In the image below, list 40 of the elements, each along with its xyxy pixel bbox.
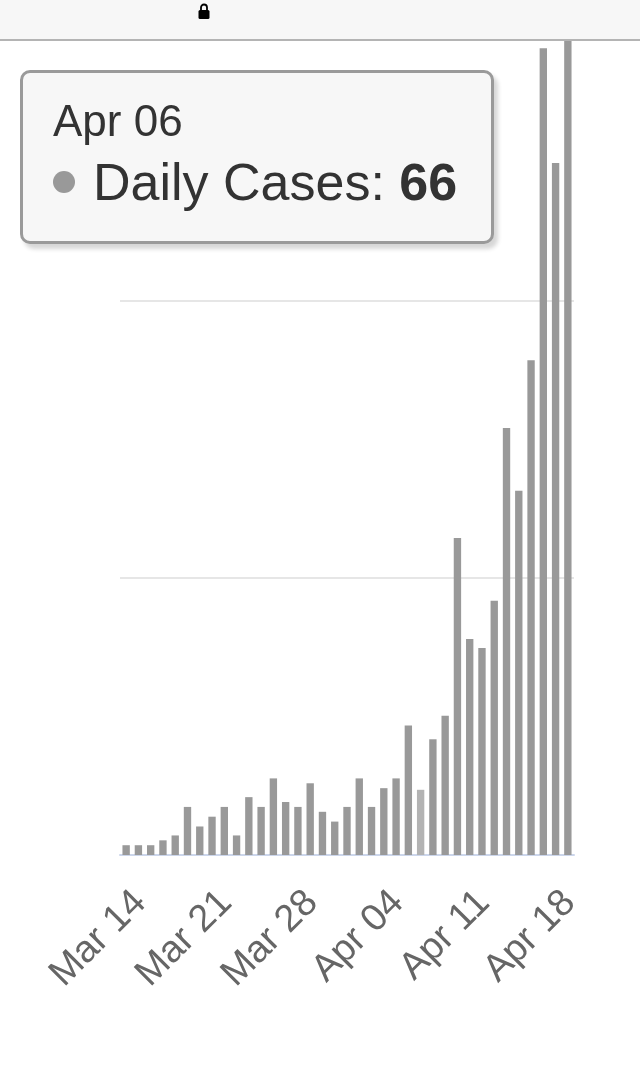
bar — [404, 725, 413, 855]
bar — [343, 806, 351, 855]
bar — [355, 778, 363, 855]
bar — [183, 806, 192, 855]
bar — [294, 806, 302, 855]
bar — [134, 845, 143, 855]
bar — [527, 360, 535, 855]
bar — [122, 845, 130, 855]
bar — [429, 739, 437, 855]
bar — [257, 806, 265, 855]
bar — [539, 48, 548, 855]
bar — [515, 490, 523, 855]
bar — [367, 806, 376, 855]
bar — [478, 647, 486, 855]
bar — [551, 163, 560, 855]
bar — [318, 811, 327, 855]
bar — [245, 797, 253, 855]
annotation: Daily Cases: 66 — [93, 152, 458, 213]
bar — [232, 835, 241, 855]
bar — [269, 778, 278, 855]
callout-box: Apr 06 Daily Cases: 66 — [20, 70, 495, 244]
bar — [466, 639, 474, 855]
bar — [490, 600, 498, 855]
bar — [453, 537, 462, 855]
bar — [281, 802, 290, 855]
bar — [564, 40, 572, 855]
bar — [306, 783, 314, 855]
bar — [159, 840, 167, 855]
bar — [171, 835, 179, 855]
bar — [331, 821, 339, 855]
annotation: Apr 06 — [53, 95, 184, 147]
bar — [441, 715, 449, 855]
bar — [220, 806, 228, 855]
bar — [416, 789, 425, 855]
bar — [196, 826, 204, 855]
bar — [146, 845, 155, 855]
bar — [502, 427, 511, 855]
bar — [380, 788, 388, 855]
bar — [208, 816, 216, 855]
bar — [392, 778, 400, 855]
